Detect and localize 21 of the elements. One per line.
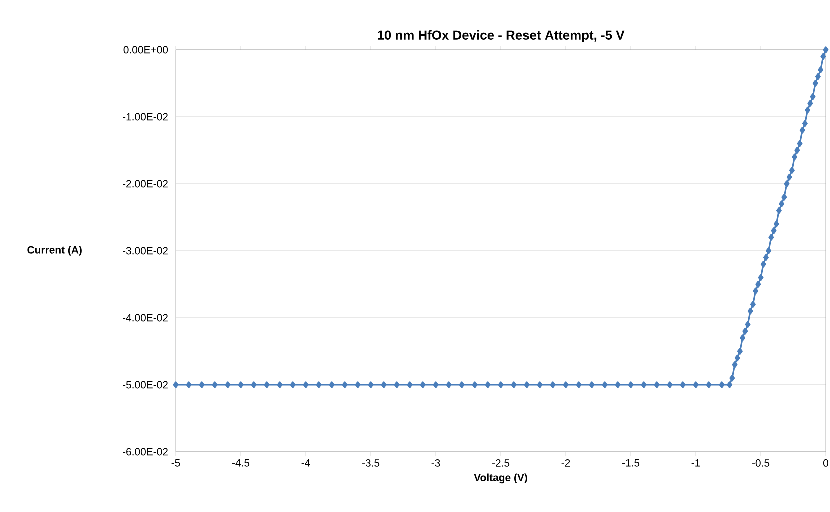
x-tick-label: -0.5 — [752, 460, 770, 467]
x-tick-label: -4 — [302, 460, 310, 467]
y-tick-label: -3.00E-02 — [123, 247, 168, 255]
y-tick-label: -1.00E-02 — [123, 113, 168, 121]
x-tick-label: -3.5 — [362, 460, 380, 467]
y-tick-label: -5.00E-02 — [123, 381, 168, 389]
y-tick-label: -2.00E-02 — [123, 180, 168, 188]
chart-title: 10 nm HfOx Device - Reset Attempt, -5 V — [378, 30, 625, 43]
x-tick-label: -2 — [562, 460, 570, 467]
y-tick-label: -4.00E-02 — [123, 314, 168, 322]
x-tick-label: -4.5 — [232, 460, 250, 467]
y-tick-label: -6.00E-02 — [123, 448, 168, 456]
x-tick-label: -5 — [172, 460, 180, 467]
x-axis-title: Voltage (V) — [474, 474, 528, 484]
x-tick-label: -1.5 — [622, 460, 640, 467]
y-axis-title: Current (A) — [28, 246, 82, 256]
y-tick-label: 0.00E+00 — [124, 46, 168, 54]
x-tick-label: 0 — [824, 460, 829, 467]
x-tick-label: -2.5 — [492, 460, 510, 467]
x-tick-label: -1 — [692, 460, 700, 467]
x-tick-label: -3 — [432, 460, 440, 467]
